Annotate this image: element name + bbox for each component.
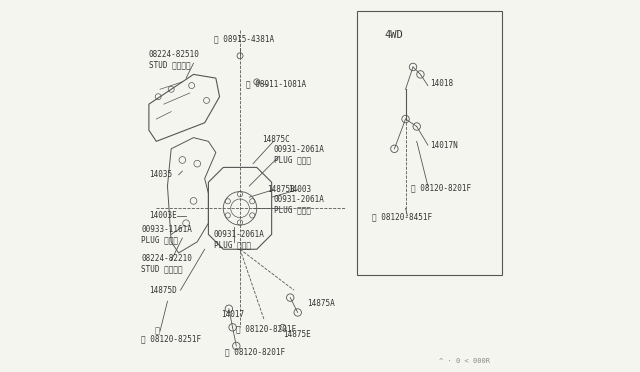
- Text: ^ · 0 < 000R: ^ · 0 < 000R: [439, 358, 490, 364]
- Text: 14875A: 14875A: [307, 299, 335, 308]
- Text: 14017: 14017: [221, 310, 244, 319]
- Text: Ⓦ 08915-4381A: Ⓦ 08915-4381A: [214, 35, 274, 44]
- Text: 00931-2061A
PLUG プラグ: 00931-2061A PLUG プラグ: [273, 145, 324, 164]
- Text: Ⓝ 08911-1081A: Ⓝ 08911-1081A: [246, 79, 306, 88]
- Text: 00931-2061A
PLUG プラグ: 00931-2061A PLUG プラグ: [273, 195, 324, 214]
- Text: 08224-82210
STUD スタッド: 08224-82210 STUD スタッド: [141, 254, 192, 274]
- Text: 14875C: 14875C: [262, 135, 290, 144]
- Text: Ⓑ: Ⓑ: [155, 327, 159, 336]
- Text: 14875D: 14875D: [149, 286, 177, 295]
- Text: 08224-82510
STUD スタッド: 08224-82510 STUD スタッド: [149, 50, 200, 69]
- Text: Ⓑ 08120-8201F: Ⓑ 08120-8201F: [225, 347, 285, 356]
- Text: 00931-2061A
PLUG プラグ: 00931-2061A PLUG プラグ: [214, 230, 265, 250]
- Text: Ⓑ 08120-8451F: Ⓑ 08120-8451F: [372, 212, 432, 221]
- Text: Ⓑ 08120-8251F: Ⓑ 08120-8251F: [141, 334, 202, 343]
- Text: Ⓑ 08120-8201F: Ⓑ 08120-8201F: [411, 183, 471, 192]
- Text: Ⓑ 08120-8201F: Ⓑ 08120-8201F: [236, 325, 296, 334]
- Text: 14035: 14035: [149, 170, 172, 179]
- Text: 14017N: 14017N: [429, 141, 458, 150]
- Text: 14875E: 14875E: [283, 330, 310, 339]
- Text: 14003: 14003: [289, 185, 312, 194]
- Bar: [357, 11, 502, 275]
- Text: 4WD: 4WD: [384, 31, 403, 40]
- Text: 00933-1161A
PLUG プラグ: 00933-1161A PLUG プラグ: [141, 225, 192, 244]
- Text: 14875B: 14875B: [267, 185, 295, 194]
- Text: 14003E: 14003E: [149, 211, 177, 220]
- Text: 14018: 14018: [429, 79, 453, 88]
